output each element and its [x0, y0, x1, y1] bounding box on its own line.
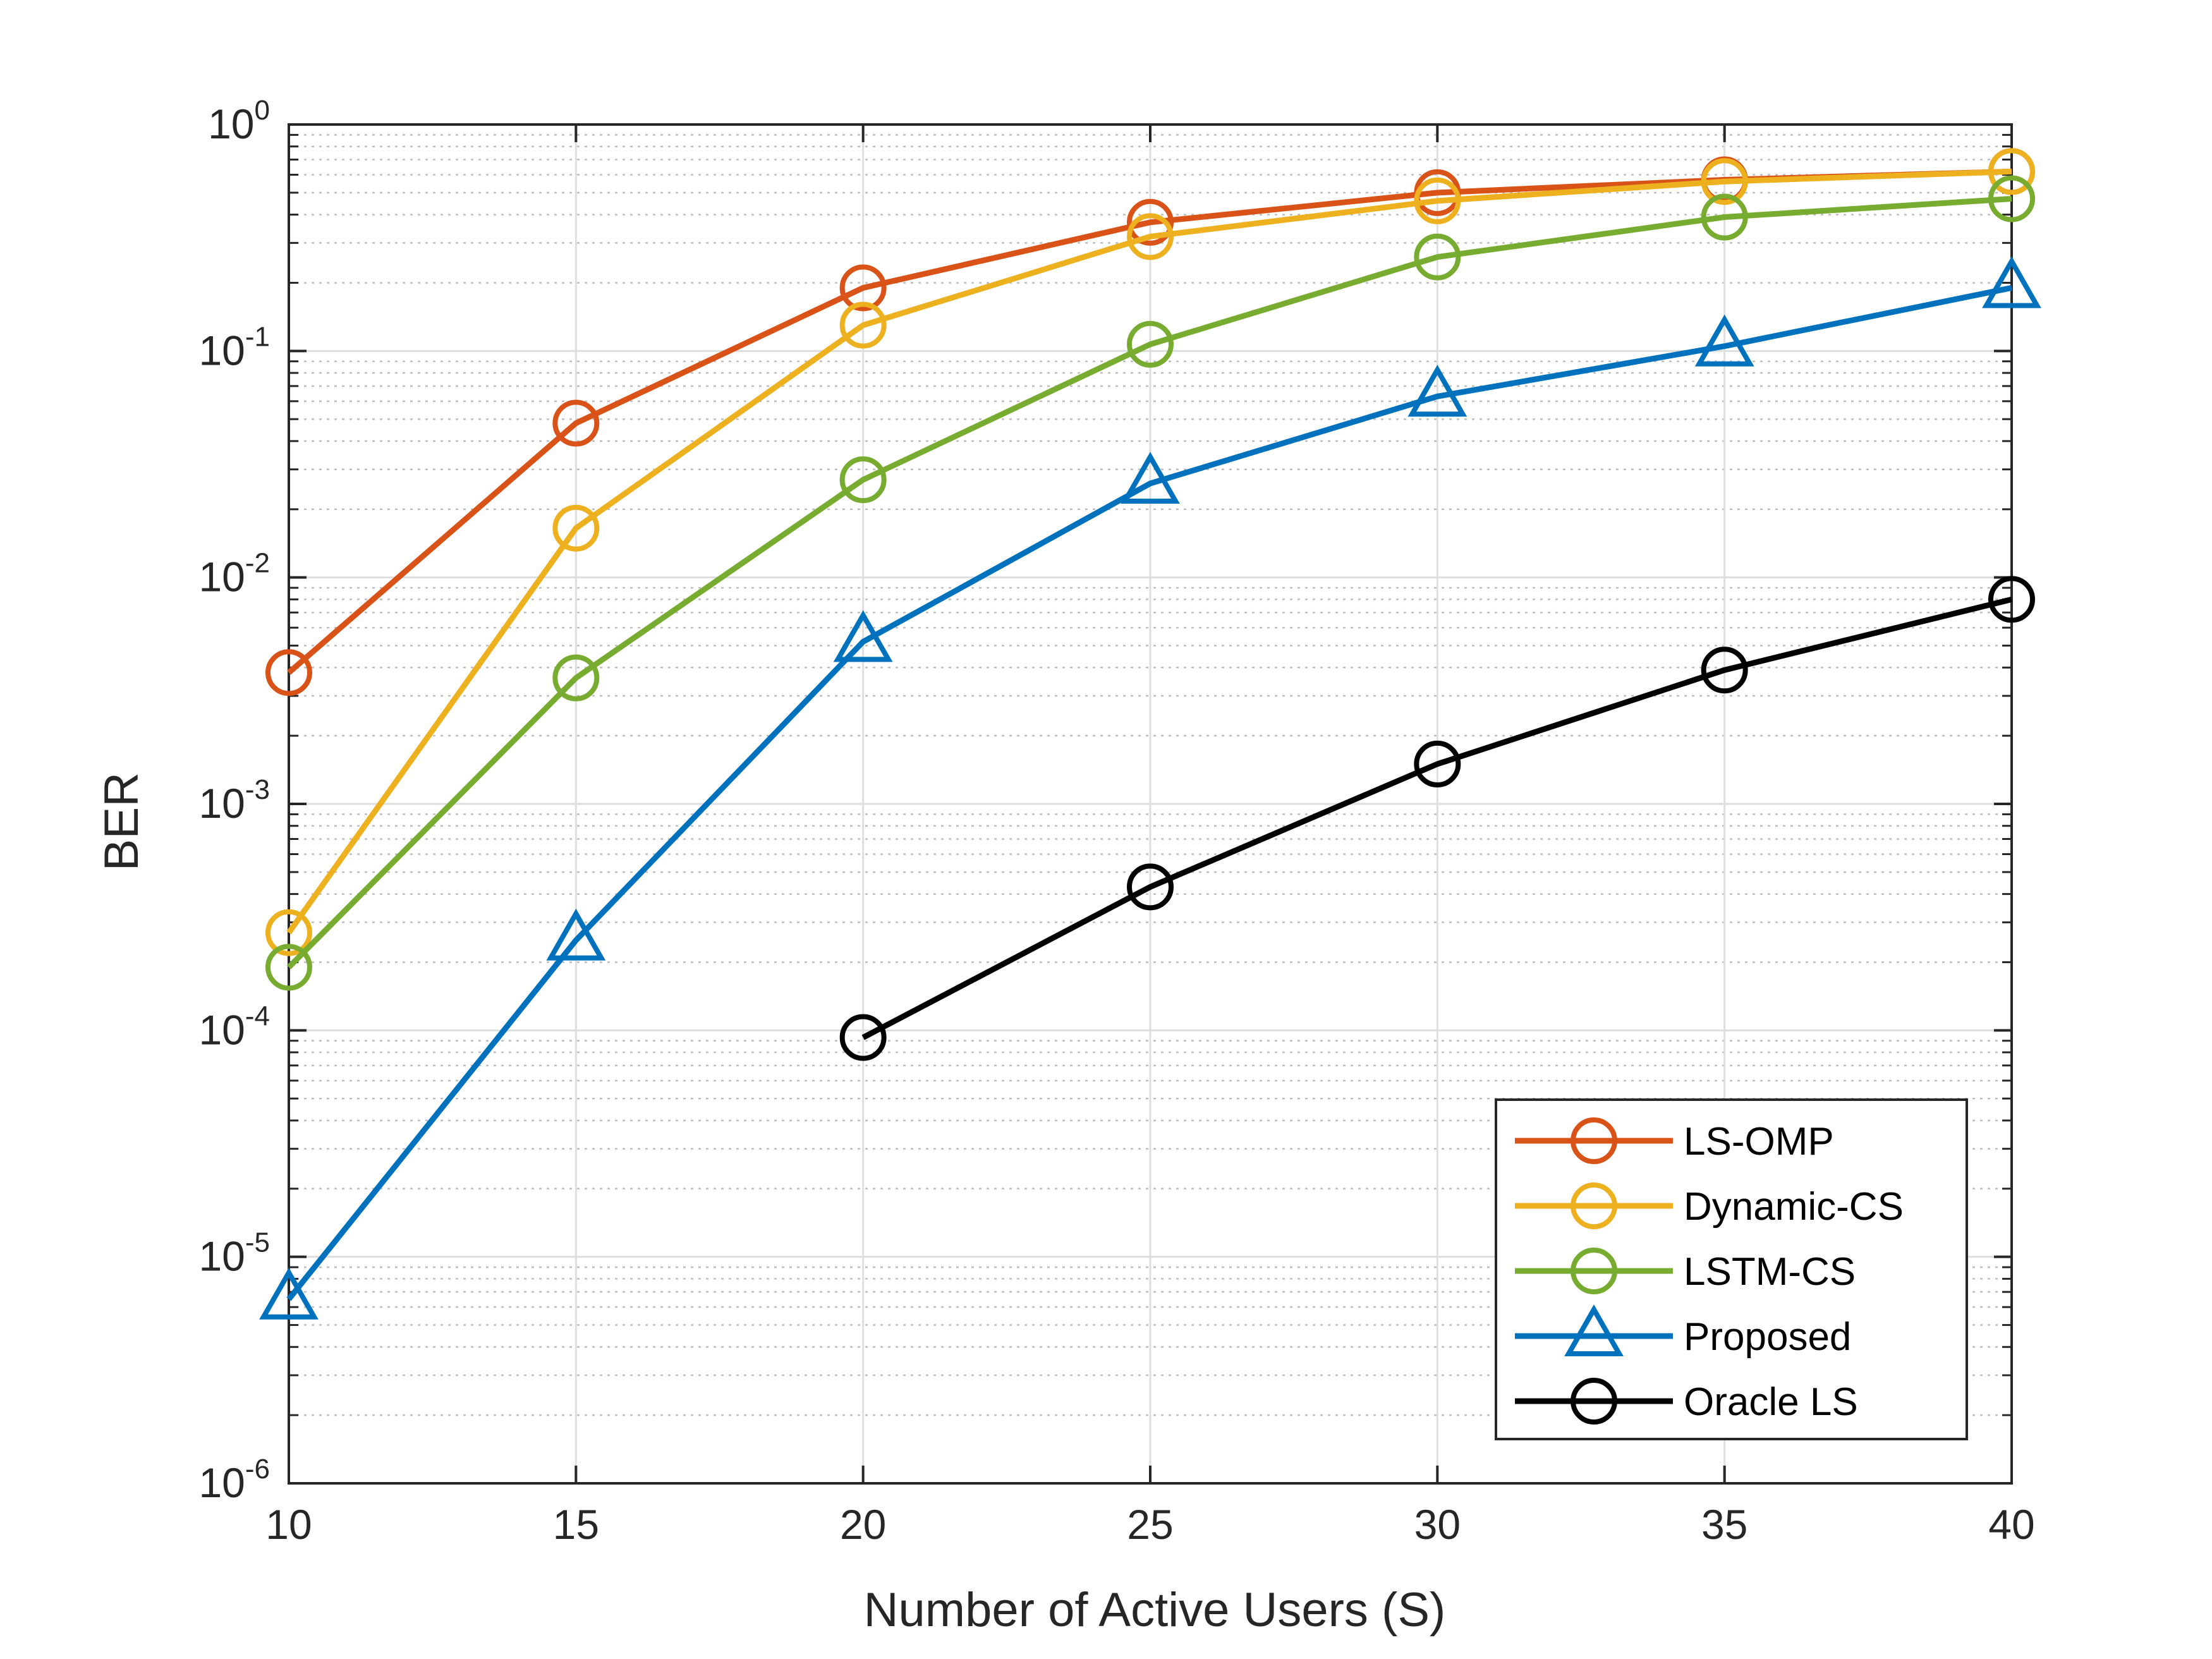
legend-marker: [1571, 1378, 1617, 1425]
y-axis-label: BER: [95, 772, 149, 871]
axes: [288, 123, 2013, 1485]
data-point: [839, 1014, 887, 1061]
x-tick-label: 15: [553, 1501, 599, 1548]
data-point: [1127, 213, 1174, 260]
y-tick-label: 10-2: [198, 548, 270, 600]
data-point: [1127, 863, 1174, 911]
legend-label: Proposed: [1684, 1315, 1851, 1359]
y-tick-label: 10-3: [198, 774, 270, 827]
data-point: [1127, 320, 1174, 368]
data-point: [1407, 365, 1468, 417]
data-point: [839, 301, 887, 349]
x-tick-label: 35: [1701, 1501, 1747, 1548]
x-tick-label: 20: [840, 1501, 886, 1548]
data-point: [265, 649, 312, 696]
y-tick-label: 10-5: [198, 1227, 270, 1280]
data-point: [546, 908, 606, 961]
legend-label: LSTM-CS: [1684, 1250, 1856, 1294]
data-point: [1988, 148, 2035, 195]
y-tick-label: 100: [208, 95, 270, 147]
series-layer: [259, 148, 2041, 1320]
data-point: [1694, 314, 1754, 367]
data-point: [259, 1267, 319, 1320]
data-point: [1414, 740, 1461, 787]
series-line: [286, 168, 2012, 935]
y-tick-label: 10-1: [198, 321, 270, 374]
legend: LS-OMP Dynamic-CS LSTM-CS Proposed Oracle LS: [1495, 1098, 1968, 1440]
series-proposed: [259, 256, 2041, 1320]
series-oracle-ls: [839, 576, 2035, 1061]
legend-marker: [1571, 1248, 1617, 1294]
legend-marker: [1571, 1117, 1617, 1164]
tick-labels: 10 15 20 25 30 35 40 100 10-1 10-2 10-3 10-4 10-5 10-…: [198, 95, 2034, 1548]
legend-label: Oracle LS: [1684, 1380, 1858, 1424]
series-line: [286, 285, 2012, 1301]
x-tick-label: 25: [1127, 1501, 1173, 1548]
series-line: [861, 597, 2013, 1040]
data-point: [265, 944, 312, 991]
legend-marker: [1564, 1304, 1624, 1356]
data-point: [1121, 451, 1180, 504]
data-point: [1701, 193, 1748, 241]
data-point: [552, 654, 600, 702]
x-tick-label: 30: [1414, 1501, 1461, 1548]
data-point: [839, 264, 887, 312]
data-point: [1701, 647, 1748, 694]
data-point: [552, 504, 600, 552]
data-point: [1701, 158, 1748, 205]
legend-item: Proposed: [1515, 1304, 1851, 1359]
data-point: [552, 399, 600, 447]
legend-marker: [1571, 1182, 1617, 1229]
data-point: [839, 456, 887, 504]
x-axis-label: Number of Active Users (S): [864, 1583, 1446, 1637]
y-tick-label: 10-4: [198, 1000, 270, 1053]
data-point: [1127, 198, 1174, 246]
legend-item: LSTM-CS: [1515, 1248, 1856, 1294]
data-point: [833, 610, 893, 662]
data-point: [265, 909, 312, 956]
x-tick-label: 10: [265, 1501, 312, 1548]
data-point: [1988, 576, 2035, 623]
data-point: [1988, 175, 2035, 222]
data-point: [1414, 177, 1461, 224]
legend-item: LS-OMP: [1515, 1117, 1834, 1164]
legend-item: Dynamic-CS: [1515, 1182, 1904, 1229]
x-tick-label: 40: [1988, 1501, 2034, 1548]
legend-item: Oracle LS: [1515, 1378, 1858, 1425]
legend-label: Dynamic-CS: [1684, 1185, 1904, 1229]
series-dynamic-cs: [265, 148, 2035, 956]
series-line: [286, 196, 2012, 969]
y-tick-label: 10-6: [198, 1454, 270, 1506]
series-lstm-cs: [265, 175, 2035, 991]
legend-label: LS-OMP: [1684, 1120, 1834, 1164]
data-point: [1982, 256, 2041, 308]
data-point: [1414, 233, 1461, 281]
